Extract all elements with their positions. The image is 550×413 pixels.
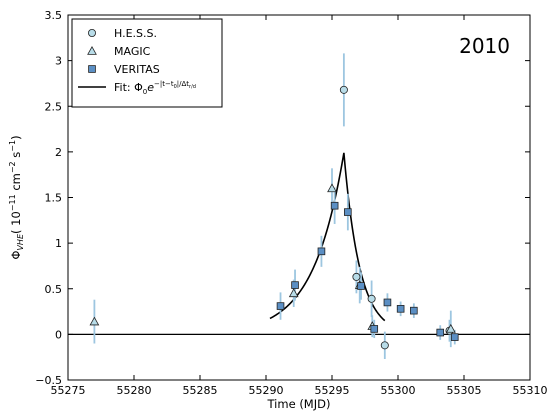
square-point [344, 208, 352, 216]
square-point [317, 247, 326, 256]
triangle-point [327, 183, 337, 193]
circle-point [339, 85, 348, 94]
legend-label: VERITAS [114, 63, 160, 76]
legend-fit-label: Fit: Φ0e−|t−t0|/Δtr/d [114, 80, 196, 96]
legend-marker-triangle [87, 45, 97, 55]
square-point [383, 298, 392, 307]
x-tick-label: 55310 [513, 384, 548, 397]
y-tick-label: −0.5 [35, 374, 62, 387]
square-point [276, 302, 285, 310]
svg-text:ΦVHE( 10−11 cm−2 s−1): ΦVHE( 10−11 cm−2 s−1) [8, 135, 25, 259]
legend-marker-square [88, 65, 96, 73]
legend: H.E.S.S. MAGIC VERITAS Fit: Φ0e−|t−t0|/Δtr/… [71, 18, 223, 108]
ylabel-main: Φ [9, 251, 23, 260]
circle-point [367, 294, 376, 303]
ylabel-close: ) [9, 135, 23, 140]
ylabel-sub: VHE [16, 233, 25, 250]
x-axis-label: Time (MJD) [267, 397, 331, 411]
circle-point [380, 341, 389, 350]
x-tick-label: 55290 [249, 384, 284, 397]
ylabel-units3: s [9, 152, 23, 162]
y-tick-label: 1 [55, 237, 62, 250]
ylabel-exp1: −11 [8, 194, 17, 211]
ylabel-units: ( 10 [9, 211, 23, 234]
square-point [291, 281, 299, 289]
ylabel-units2: cm [9, 173, 23, 194]
x-tick-label: 55295 [315, 384, 350, 397]
ylabel-exp2: −2 [8, 161, 17, 173]
y-tick-label: 2 [55, 146, 62, 159]
square-point [370, 325, 379, 333]
x-tick-label: 55280 [117, 384, 152, 397]
y-tick-label: 2.5 [45, 100, 63, 113]
y-tick-label: 0 [55, 328, 62, 341]
y-tick-label: 0.5 [45, 283, 63, 296]
x-axis-ticks: 55275 55280 55285 55290 55295 55300 55305 55310 [51, 15, 548, 397]
legend-label: MAGIC [114, 45, 151, 58]
square-point [330, 201, 339, 210]
x-tick-label: 55275 [51, 384, 86, 397]
y-axis-ticks: −0.5 0 0.5 1 1.5 2 2.5 3 3.5 [35, 9, 530, 387]
x-tick-label: 55285 [183, 384, 218, 397]
x-tick-label: 55305 [447, 384, 482, 397]
x-tick-label: 55300 [381, 384, 416, 397]
y-axis-label: ΦVHE( 10−11 cm−2 s−1) [8, 135, 25, 259]
square-point [357, 282, 365, 290]
square-point [450, 333, 459, 341]
square-point [396, 305, 405, 313]
y-tick-label: 3 [55, 55, 62, 68]
triangle-point [89, 316, 100, 326]
square-point [410, 306, 418, 315]
year-annotation: 2010 [459, 34, 510, 58]
legend-label: H.E.S.S. [114, 27, 157, 40]
triangle-point [445, 323, 456, 333]
fit-curve [269, 152, 386, 322]
fit-curve-group [269, 152, 386, 322]
data-points [89, 85, 459, 350]
y-tick-label: 3.5 [45, 9, 63, 22]
y-tick-label: 1.5 [45, 192, 63, 205]
square-point [436, 328, 445, 337]
legend-marker-circle [88, 28, 97, 37]
ylabel-exp3: −1 [8, 140, 17, 152]
triangle-point [288, 288, 299, 298]
circle-point [352, 272, 361, 281]
legend-box [71, 18, 223, 108]
